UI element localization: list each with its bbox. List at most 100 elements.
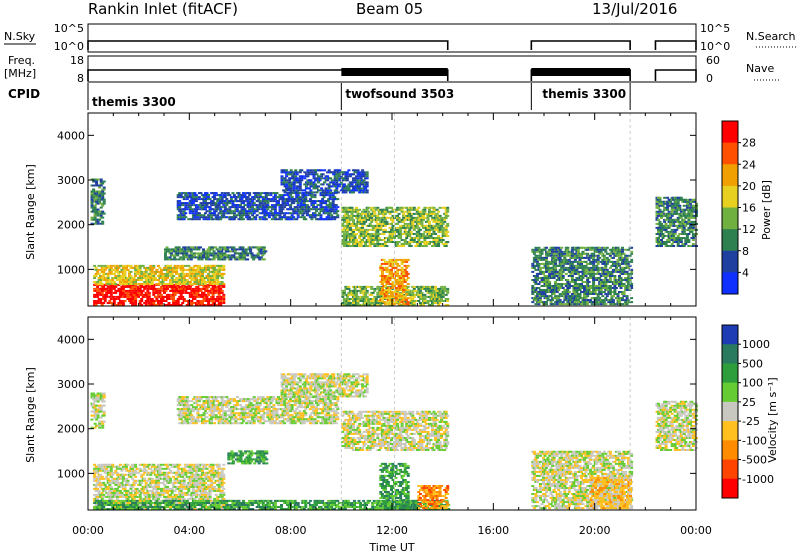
heatmap-cell — [566, 252, 570, 255]
heatmap-cell — [201, 295, 204, 298]
heatmap-cell — [184, 268, 188, 271]
heatmap-cell — [534, 256, 538, 259]
heatmap-cell — [348, 206, 352, 209]
heatmap-cell — [546, 250, 550, 253]
heatmap-cell — [220, 200, 224, 203]
heatmap-cell — [432, 210, 436, 213]
heatmap-cell — [220, 206, 224, 209]
heatmap-cell — [150, 281, 154, 283]
heatmap-cell — [299, 202, 303, 205]
heatmap-cell — [121, 264, 125, 267]
heatmap-cell — [352, 241, 355, 243]
heatmap-cell — [227, 250, 231, 253]
heatmap-cell — [204, 283, 207, 285]
heatmap-cell — [434, 224, 438, 227]
heatmap-cell — [222, 302, 226, 304]
heatmap-cell — [580, 262, 583, 265]
heatmap-cell — [334, 204, 338, 207]
heatmap-cell — [179, 250, 183, 253]
heatmap-cell — [317, 175, 320, 178]
heatmap-cell — [99, 279, 103, 281]
heatmap-cell — [252, 198, 256, 201]
heatmap-cell — [202, 254, 205, 257]
heatmap-cell — [399, 237, 403, 239]
heatmap-cell — [328, 212, 332, 215]
heatmap-cell — [235, 210, 239, 213]
heatmap-cell — [599, 291, 603, 293]
heatmap-cell — [532, 252, 536, 255]
heatmap-cell — [131, 298, 135, 300]
heatmap-cell — [319, 216, 323, 219]
heatmap-cell — [426, 214, 430, 217]
heatmap-cell — [432, 212, 436, 215]
heatmap-cell — [374, 233, 378, 235]
heatmap-cell — [98, 190, 102, 193]
heatmap-cell — [356, 177, 360, 180]
heatmap-cell — [402, 243, 406, 245]
heatmap-cell — [295, 187, 299, 190]
heatmap-cell — [95, 196, 99, 199]
heatmap-cell — [99, 192, 103, 195]
heatmap-cell — [197, 302, 201, 304]
heatmap-cell — [345, 212, 349, 215]
heatmap-cell — [202, 218, 206, 221]
heatmap-cell — [432, 241, 436, 243]
heatmap-cell — [310, 185, 314, 188]
heatmap-cell — [197, 300, 201, 302]
heatmap-cell — [572, 291, 576, 293]
heatmap-cell — [204, 264, 207, 267]
heatmap-cell — [546, 277, 550, 279]
heatmap-cell — [278, 194, 282, 197]
heatmap-cell — [444, 228, 448, 231]
heatmap-cell — [371, 237, 375, 239]
heatmap-cell — [296, 198, 300, 201]
heatmap-cell — [90, 178, 94, 181]
heatmap-cell — [386, 295, 390, 298]
heatmap-cell — [367, 218, 371, 221]
heatmap-cell — [356, 298, 360, 300]
heatmap-cell — [347, 287, 351, 290]
heatmap-cell — [115, 268, 119, 271]
heatmap-cell — [93, 216, 97, 219]
heatmap-cell — [341, 235, 345, 237]
heatmap-cell — [248, 192, 252, 195]
heatmap-cell — [109, 289, 113, 292]
heatmap-cell — [592, 252, 596, 255]
heatmap-cell — [197, 204, 201, 207]
heatmap-cell — [235, 256, 239, 259]
heatmap-cell — [311, 200, 315, 203]
heatmap-cell — [355, 291, 358, 294]
heatmap-cell — [109, 302, 113, 304]
heatmap-cell — [191, 256, 195, 259]
heatmap-cell — [432, 291, 436, 294]
heatmap-cell — [208, 210, 212, 213]
heatmap-cell — [230, 248, 234, 251]
heatmap-cell — [364, 287, 368, 290]
heatmap-cell — [223, 206, 227, 209]
heatmap-cell — [223, 196, 227, 199]
heatmap-cell — [102, 266, 106, 269]
heatmap-cell — [554, 252, 558, 255]
heatmap-cell — [185, 285, 189, 288]
heatmap-cell — [365, 191, 369, 194]
heatmap-cell — [426, 241, 430, 243]
heatmap-cell — [341, 185, 345, 188]
heatmap-cell — [252, 202, 256, 205]
heatmap-cell — [348, 291, 352, 294]
heatmap-cell — [184, 216, 188, 219]
heatmap-cell — [355, 206, 358, 209]
heatmap-cell — [376, 241, 380, 243]
heatmap-cell — [361, 300, 365, 302]
heatmap-cell — [234, 216, 238, 219]
heatmap-cell — [405, 279, 409, 281]
heatmap-cell — [402, 224, 406, 227]
heatmap-cell — [576, 254, 580, 257]
heatmap-cell — [207, 272, 211, 275]
heatmap-cell — [231, 206, 235, 209]
heatmap-cell — [367, 285, 371, 288]
heatmap-cell — [232, 254, 236, 257]
heatmap-cell — [362, 171, 366, 174]
heatmap-cell — [345, 177, 349, 180]
